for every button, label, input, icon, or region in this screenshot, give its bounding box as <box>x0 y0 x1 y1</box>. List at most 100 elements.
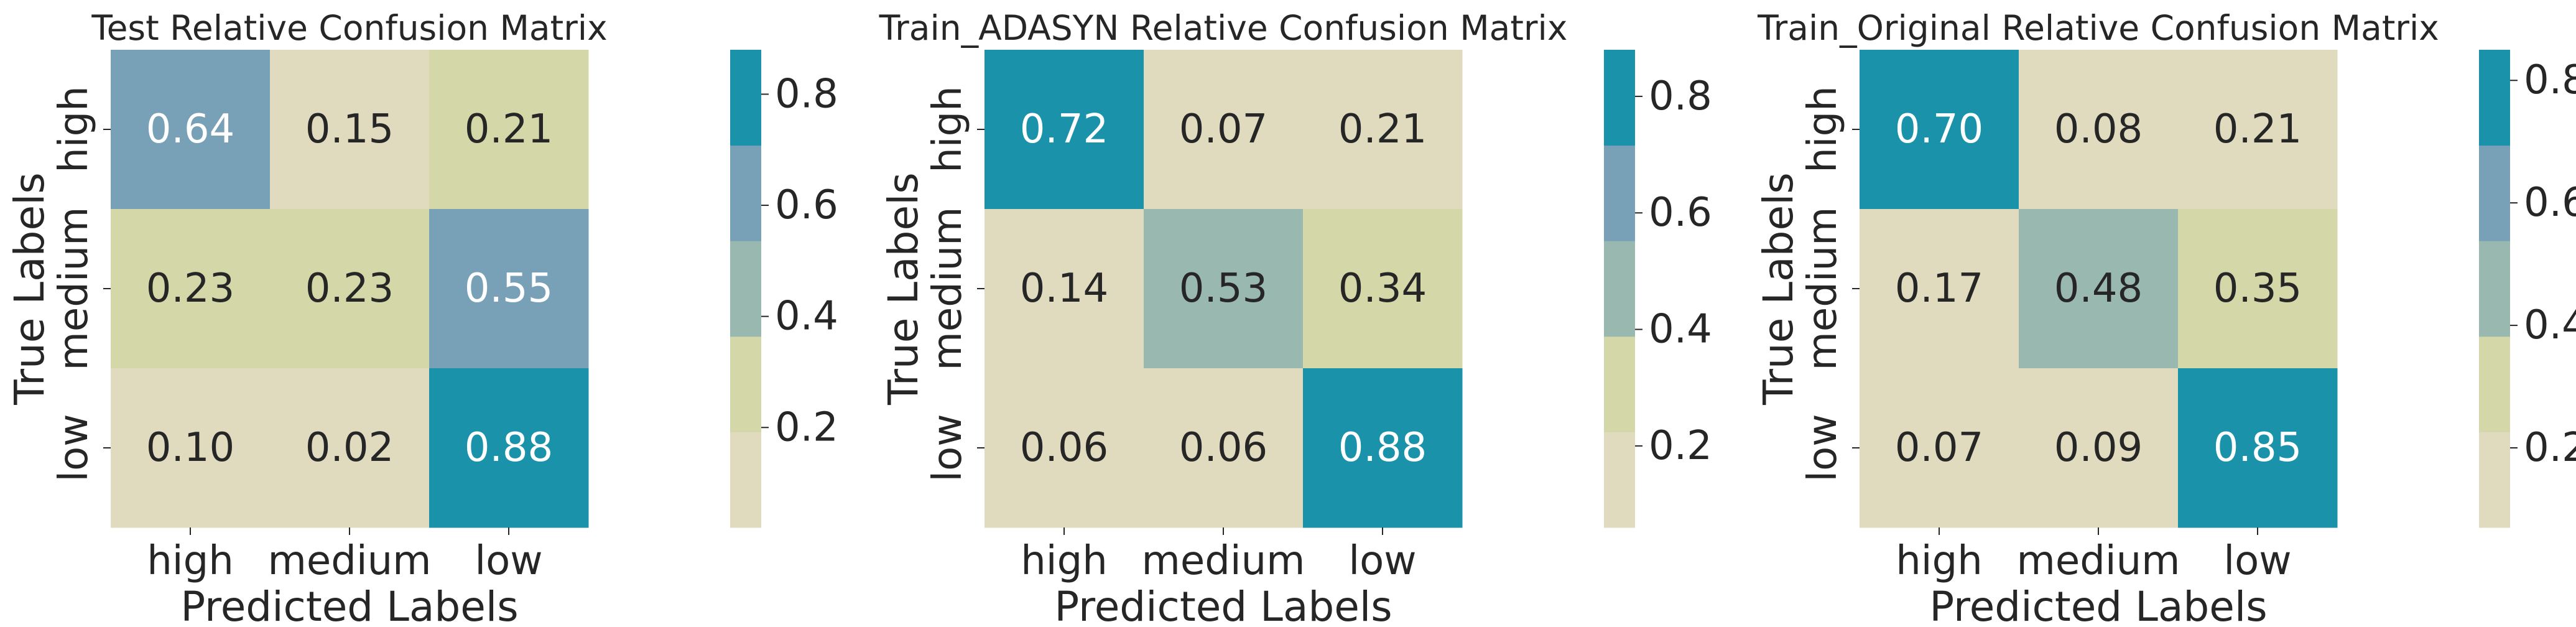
heatmap-cell <box>429 368 589 528</box>
colorbar-tick-label: 0.6 <box>775 182 838 228</box>
cell-value-label: 0.02 <box>305 425 394 471</box>
heatmap-cell <box>2178 209 2338 369</box>
cell-value-label: 0.34 <box>1338 266 1427 312</box>
cell-value-label: 0.35 <box>2213 266 2302 312</box>
x-tick-label: high <box>1896 538 1983 584</box>
x-axis-label: Predicted Labels <box>1929 583 2267 627</box>
chart-title: Train_Original Relative Confusion Matrix <box>1757 8 2439 48</box>
heatmap-cell <box>1144 368 1304 528</box>
cell-value-label: 0.88 <box>465 425 554 471</box>
cell-value-label: 0.88 <box>1338 425 1427 471</box>
cell-value-label: 0.14 <box>1020 266 1109 312</box>
y-tick-label: low <box>925 414 971 481</box>
cell-value-label: 0.06 <box>1179 425 1268 471</box>
heatmap-cell <box>2019 50 2179 210</box>
y-axis-label: True Labels <box>6 172 53 406</box>
colorbar-segment <box>1604 241 1635 337</box>
heatmap-panel-3: Train_Original Relative Confusion Matrix… <box>1754 8 2576 627</box>
heatmap-cell <box>2019 368 2179 528</box>
cell-value-label: 0.15 <box>305 106 394 152</box>
x-axis-label: Predicted Labels <box>1054 583 1392 627</box>
y-tick-label: medium <box>1800 207 1846 370</box>
colorbar-segment <box>1604 145 1635 241</box>
x-tick-label: high <box>147 538 234 584</box>
heatmap-cell <box>1860 50 2019 210</box>
colorbar-segment <box>2479 145 2510 241</box>
heatmap-cell <box>985 368 1144 528</box>
heatmap-cell <box>111 209 271 369</box>
heatmap-cell <box>1303 209 1463 369</box>
cell-value-label: 0.06 <box>1020 425 1109 471</box>
colorbar-segment <box>2479 50 2510 146</box>
x-tick-label: high <box>1021 538 1108 584</box>
chart-title: Train_ADASYN Relative Confusion Matrix <box>879 8 1568 48</box>
colorbar-tick-label: 0.2 <box>775 404 838 450</box>
y-axis-label: True Labels <box>879 172 927 406</box>
y-tick-label: medium <box>51 207 97 370</box>
heatmap-panel-2: Train_ADASYN Relative Confusion Matrix 0.… <box>879 8 1712 627</box>
heatmap-cell <box>429 50 589 210</box>
colorbar-tick-label: 0.8 <box>2524 57 2576 103</box>
colorbar-segment <box>1604 50 1635 146</box>
colorbar-tick-label: 0.2 <box>1649 423 1712 469</box>
colorbar-tick-label: 0.8 <box>1649 73 1712 119</box>
cell-value-label: 0.07 <box>1179 106 1268 152</box>
heatmap-cell <box>1144 50 1304 210</box>
cell-value-label: 0.23 <box>305 266 394 312</box>
heatmap-cell <box>270 209 430 369</box>
cell-value-label: 0.07 <box>1895 425 1984 471</box>
cell-value-label: 0.70 <box>1895 106 1984 152</box>
heatmap-cell <box>1860 368 2019 528</box>
heatmap-cell <box>985 209 1144 369</box>
y-tick-label: high <box>925 86 971 173</box>
x-tick-label: low <box>2223 538 2291 584</box>
colorbar-tick-label: 0.6 <box>2524 180 2576 226</box>
cell-value-label: 0.21 <box>465 106 554 152</box>
heatmap-panel-1: Test Relative Confusion Matrix 0.64 0.15 0.… <box>6 8 838 627</box>
cell-value-label: 0.85 <box>2213 425 2302 471</box>
cell-value-label: 0.72 <box>1020 106 1109 152</box>
heatmap-cell <box>985 50 1144 210</box>
cell-value-label: 0.64 <box>146 106 235 152</box>
colorbar-tick-label: 0.6 <box>1649 190 1712 236</box>
colorbar-segment <box>1604 336 1635 432</box>
y-tick-label: high <box>1800 86 1846 173</box>
heatmap-cell <box>1303 368 1463 528</box>
cell-value-label: 0.23 <box>146 266 235 312</box>
y-tick-label: high <box>51 86 97 173</box>
y-axis-label: True Labels <box>1754 172 1802 406</box>
chart-title: Test Relative Confusion Matrix <box>91 8 607 48</box>
colorbar-segment <box>1604 432 1635 528</box>
cell-value-label: 0.10 <box>146 425 235 471</box>
heatmap-cell <box>2019 209 2179 369</box>
cell-value-label: 0.21 <box>1338 106 1427 152</box>
cell-value-label: 0.53 <box>1179 266 1268 312</box>
heatmap-cell <box>111 368 271 528</box>
cell-value-label: 0.09 <box>2054 425 2143 471</box>
x-tick-label: medium <box>1141 538 1305 584</box>
colorbar-segment <box>730 432 761 528</box>
y-tick-label: medium <box>925 207 971 370</box>
heatmap-cell <box>1144 209 1304 369</box>
heatmap-cell <box>2178 50 2338 210</box>
heatmap-cell <box>429 209 589 369</box>
x-tick-label: medium <box>2016 538 2180 584</box>
cell-value-label: 0.21 <box>2213 106 2302 152</box>
heatmap-cell <box>111 50 271 210</box>
cell-value-label: 0.55 <box>465 266 554 312</box>
colorbar-segment <box>2479 432 2510 528</box>
x-axis-label: Predicted Labels <box>180 583 518 627</box>
colorbar-tick-label: 0.4 <box>775 294 838 340</box>
colorbar-tick-label: 0.4 <box>1649 307 1712 353</box>
colorbar-segment <box>730 50 761 146</box>
y-tick-label: low <box>51 414 97 481</box>
heatmap-cell <box>270 368 430 528</box>
colorbar-tick-label: 0.8 <box>775 71 838 117</box>
colorbar-tick-label: 0.4 <box>2524 302 2576 348</box>
colorbar-tick-label: 0.2 <box>2524 425 2576 471</box>
colorbar-segment <box>730 336 761 432</box>
colorbar-segment <box>730 241 761 337</box>
x-tick-label: medium <box>267 538 431 584</box>
